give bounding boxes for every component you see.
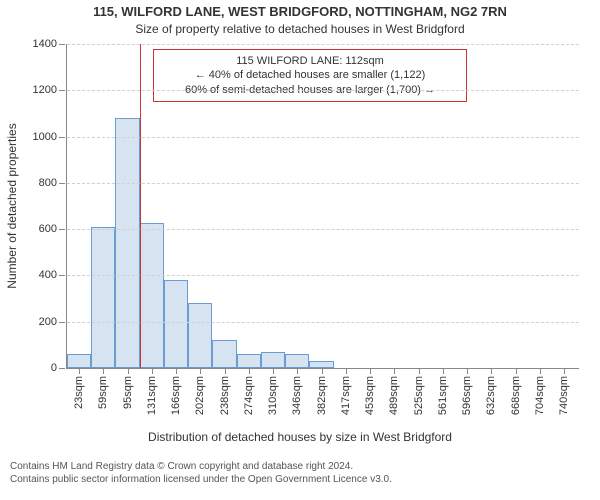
- y-tick: [59, 229, 65, 230]
- x-tick-label: 131sqm: [146, 376, 158, 415]
- y-tick-label: 1000: [33, 131, 57, 143]
- histogram-bar: [67, 354, 91, 368]
- chart-container: { "titles": { "main": "115, WILFORD LANE…: [0, 0, 600, 500]
- histogram-bar: [285, 354, 309, 368]
- x-tick-label: 23sqm: [73, 376, 85, 409]
- y-axis-label: Number of detached properties: [5, 123, 19, 288]
- annotation-box: 115 WILFORD LANE: 112sqm← 40% of detache…: [153, 49, 467, 102]
- x-tick-label: 525sqm: [413, 376, 425, 415]
- data-credit: Contains HM Land Registry data © Crown c…: [10, 460, 392, 486]
- y-tick: [59, 322, 65, 323]
- x-tick-label: 166sqm: [170, 376, 182, 415]
- x-tick-label: 632sqm: [485, 376, 497, 415]
- x-tick: [419, 368, 420, 374]
- x-tick: [225, 368, 226, 374]
- x-tick: [394, 368, 395, 374]
- x-tick: [516, 368, 517, 374]
- x-tick: [176, 368, 177, 374]
- x-tick: [128, 368, 129, 374]
- x-tick-label: 704sqm: [534, 376, 546, 415]
- x-tick-label: 95sqm: [122, 376, 134, 409]
- annotation-line: 115 WILFORD LANE: 112sqm: [162, 54, 458, 68]
- x-tick-label: 59sqm: [97, 376, 109, 409]
- chart-title: 115, WILFORD LANE, WEST BRIDGFORD, NOTTI…: [0, 4, 600, 19]
- x-tick-label: 453sqm: [364, 376, 376, 415]
- y-tick-label: 800: [39, 177, 57, 189]
- x-tick-label: 417sqm: [340, 376, 352, 415]
- y-tick-label: 1400: [33, 38, 57, 50]
- x-tick: [249, 368, 250, 374]
- chart-subtitle: Size of property relative to detached ho…: [0, 22, 600, 36]
- x-tick: [322, 368, 323, 374]
- histogram-bar: [164, 280, 188, 368]
- x-tick: [540, 368, 541, 374]
- x-tick: [103, 368, 104, 374]
- x-tick-label: 596sqm: [461, 376, 473, 415]
- histogram-bar: [91, 227, 115, 368]
- y-tick: [59, 183, 65, 184]
- x-axis-caption: Distribution of detached houses by size …: [0, 430, 600, 444]
- grid-line: [67, 44, 579, 45]
- y-tick-label: 200: [39, 316, 57, 328]
- grid-line: [67, 183, 579, 184]
- y-tick: [59, 275, 65, 276]
- x-tick: [443, 368, 444, 374]
- x-tick: [297, 368, 298, 374]
- x-tick: [273, 368, 274, 374]
- x-tick: [200, 368, 201, 374]
- x-tick-label: 274sqm: [243, 376, 255, 415]
- reference-line: [140, 44, 141, 368]
- y-tick: [59, 368, 65, 369]
- x-tick: [346, 368, 347, 374]
- grid-line: [67, 322, 579, 323]
- grid-line: [67, 90, 579, 91]
- x-tick-label: 238sqm: [219, 376, 231, 415]
- y-tick-label: 0: [51, 362, 57, 374]
- grid-line: [67, 229, 579, 230]
- x-tick: [79, 368, 80, 374]
- y-tick-label: 400: [39, 269, 57, 281]
- grid-line: [67, 137, 579, 138]
- x-tick-label: 310sqm: [267, 376, 279, 415]
- x-tick-label: 382sqm: [316, 376, 328, 415]
- x-tick-label: 346sqm: [291, 376, 303, 415]
- x-tick: [467, 368, 468, 374]
- y-tick: [59, 90, 65, 91]
- x-tick-label: 740sqm: [558, 376, 570, 415]
- y-tick: [59, 44, 65, 45]
- y-tick: [59, 137, 65, 138]
- x-tick: [491, 368, 492, 374]
- histogram-bar: [212, 340, 236, 368]
- x-tick: [564, 368, 565, 374]
- histogram-bar: [115, 118, 139, 368]
- y-tick-label: 1200: [33, 84, 57, 96]
- y-tick-label: 600: [39, 223, 57, 235]
- histogram-bar: [237, 354, 261, 368]
- x-tick-label: 489sqm: [388, 376, 400, 415]
- credit-line-2: Contains public sector information licen…: [10, 473, 392, 486]
- histogram-bar: [261, 352, 285, 368]
- x-tick-label: 668sqm: [510, 376, 522, 415]
- x-tick-label: 202sqm: [194, 376, 206, 415]
- annotation-line: ← 40% of detached houses are smaller (1,…: [162, 68, 458, 82]
- plot-area: Number of detached properties 115 WILFOR…: [66, 44, 579, 369]
- x-tick: [370, 368, 371, 374]
- credit-line-1: Contains HM Land Registry data © Crown c…: [10, 460, 392, 473]
- x-tick-label: 561sqm: [437, 376, 449, 415]
- grid-line: [67, 275, 579, 276]
- histogram-bar: [309, 361, 333, 368]
- histogram-bar: [188, 303, 212, 368]
- x-tick: [152, 368, 153, 374]
- histogram-bar: [140, 223, 164, 368]
